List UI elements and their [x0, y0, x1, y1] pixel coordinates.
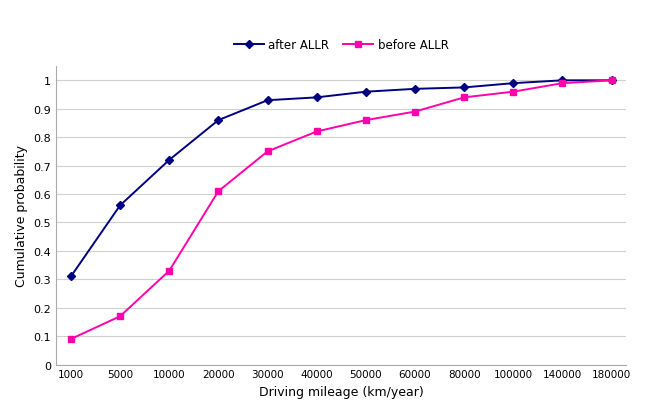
before ALLR [608, 78, 616, 83]
after ALLR [460, 86, 468, 91]
after ALLR [116, 204, 124, 209]
Line: before ALLR: before ALLR [68, 78, 615, 342]
after ALLR [214, 119, 222, 123]
after ALLR [264, 98, 272, 103]
before ALLR [116, 314, 124, 319]
before ALLR [460, 96, 468, 101]
before ALLR [214, 189, 222, 194]
before ALLR [362, 119, 370, 123]
X-axis label: Driving mileage (km/year): Driving mileage (km/year) [259, 385, 424, 398]
Legend: after ALLR, before ALLR: after ALLR, before ALLR [229, 34, 453, 57]
before ALLR [67, 337, 75, 342]
Y-axis label: Cumulative probability: Cumulative probability [15, 145, 28, 287]
after ALLR [559, 78, 566, 83]
after ALLR [313, 96, 321, 101]
before ALLR [264, 150, 272, 154]
after ALLR [411, 87, 419, 92]
before ALLR [509, 90, 517, 95]
after ALLR [608, 78, 616, 83]
before ALLR [559, 81, 566, 86]
Line: after ALLR: after ALLR [68, 78, 615, 280]
before ALLR [165, 268, 173, 273]
after ALLR [67, 274, 75, 279]
before ALLR [411, 110, 419, 115]
before ALLR [313, 130, 321, 135]
after ALLR [165, 158, 173, 163]
after ALLR [362, 90, 370, 95]
after ALLR [509, 81, 517, 86]
